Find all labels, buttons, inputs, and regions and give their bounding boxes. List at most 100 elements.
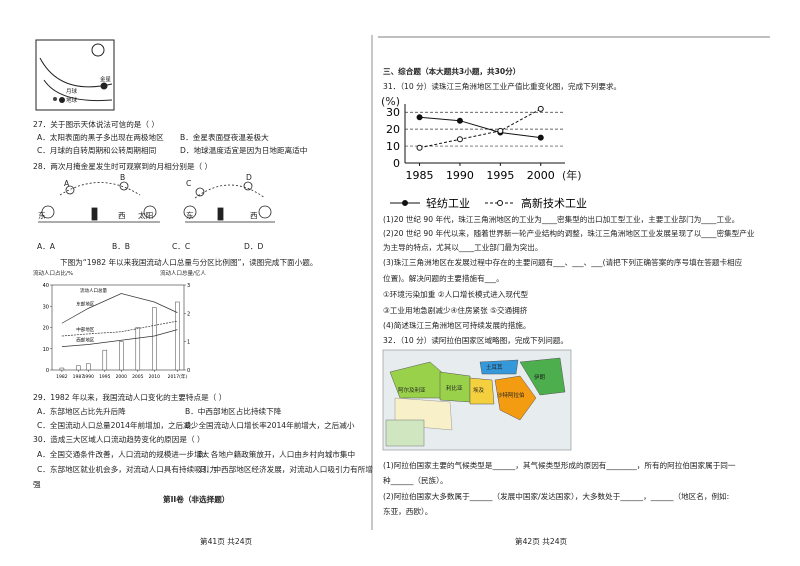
bar [135,327,141,371]
orbit-figure [35,39,115,111]
x-tick-label: 1995 [99,374,111,380]
y2-tick-label: 0 [187,368,190,374]
legend-marker [497,200,503,206]
x-tick-label: 1990 [446,169,474,182]
axis-title: (%) [381,95,401,108]
question-text: 为主导的特点，尤其以____工业部门最为突出。 [383,243,543,252]
y-tick-label: 30 [43,304,49,310]
option: C．C [172,242,191,251]
series-line [419,108,541,149]
plot-frame [51,284,185,371]
map-label: 沙特阿拉伯 [497,393,525,399]
option: C．月球的自转周期和公转周期相同 [37,146,157,155]
axis-title: (年) [562,169,582,182]
figure-label: 金星 [100,77,112,83]
question-text: (3)珠江三角洲地区在发展过程中存在的主要问题有___、___、___(请把下列… [383,258,743,267]
point [416,114,423,121]
question-text: 东亚，西欧）。 [383,507,433,516]
option: A．A [37,242,55,251]
y-tick-label: 0 [46,368,49,374]
option: B．中西部地区占比持续下降 [185,407,282,416]
question-stem: 30．造成三大区域人口流动趋势变化的原因是（ ） [33,435,205,444]
section-title: 第II卷（非选择题） [163,495,230,504]
series-label: 西部地区 [76,337,94,344]
option: A．太阳表面的黑子多出现在两极地区 [37,133,164,142]
point [416,144,423,151]
x-tick-label: 2000 [116,374,128,380]
series-line [61,320,178,337]
point [537,105,544,112]
option: C．东部地区就业机会多，对流动人口具有持续吸引力 [37,465,217,474]
question-stem: 32．（10 分）读阿拉伯国家区域略图，完成下列问题。 [383,336,568,345]
x-tick-label: 1995 [486,169,514,182]
figure-label: 太阳 [138,211,154,220]
question-stem: 28．两次月掩金星发生时可观察到的月相分别是（ ） [33,162,213,171]
figure-label: 西 [118,211,126,220]
question-stem: 27．关于图示天体说法可信的是（ ） [33,120,159,129]
x-tick-label: 2010 [149,374,161,380]
option: C．全国流动人口总量2014年前增加，之后减少 [37,421,199,430]
instruction: 下图为“1982 年以来我国流动人口总量与分区比例图”，读图完成下面小题。 [60,258,318,267]
option: B．金星表面昼夜温差极大 [180,133,269,142]
point [456,136,463,143]
figure-label: A [64,179,70,188]
y-tick-label: 30 [386,106,400,119]
figure-label: 东 [186,211,194,220]
series-label: 东部地区 [76,300,94,307]
x-tick-label: 2000 [527,169,555,182]
axis-title: 流动人口总量/亿人 [160,271,206,277]
y-tick-label: 20 [43,326,49,332]
arab-map [382,349,572,451]
map-label: 伊朗 [534,375,546,381]
section-title: 三、综合题（本大题共3小题，共30分） [383,67,521,76]
map-label: 埃及 [473,388,485,394]
y2-tick-label: 2 [187,311,190,317]
bar [59,367,65,371]
figure-label: B [120,173,126,182]
point [456,117,463,124]
x-tick-label: 1982 [56,374,68,380]
option: B．B [112,242,131,251]
series-line [61,293,178,324]
bar [102,349,108,371]
option: D．地球温度适宜是因为日地距离适中 [180,146,308,155]
figure-label: 西 [250,211,258,220]
question-text: (2)阿拉伯国家大多数属于______（发展中国家/发达国家），大多数处于___… [383,492,730,501]
bar [119,341,124,371]
x-tick-label: 1987 [73,374,85,380]
point [537,134,544,141]
option: 强 [33,480,41,489]
question-text: (4)简述珠江三角洲地区可持续发展的措施。 [383,321,531,330]
map-label: 土耳其 [486,365,503,371]
figure-label: 地球 [66,98,78,104]
y-tick-label: 10 [386,140,400,153]
series-line [61,329,178,347]
question-text: ③工业用地急剧减少④住房紧张 ⑤交通拥挤 [383,306,528,315]
point [497,127,504,134]
option: D．全国流动人口增长率2014年前增大，之后减小 [185,421,355,430]
figure-label: D [246,173,252,182]
legend-label: 高新技术工业 [521,196,587,210]
y-tick-label: 20 [386,123,400,136]
axis-title: 流动人口占比/% [33,271,74,277]
question-text: 位置)。解决问题的主要措施有___。 [383,274,504,283]
legend-label: 轻纺工业 [426,196,470,210]
y-tick-label: 10 [43,347,49,353]
question-text: ①环境污染加重 ②人口增长模式进入现代型 [383,290,529,299]
option: B．各地户籍政策放开，人口由乡村向城市集中 [198,450,356,459]
option: A．全国交通条件改善，人口流动的规模进一步增大 [37,450,210,459]
question-text: (1)20 世纪 90 年代，珠江三角洲地区的工业为____密集型的出口加工型工… [383,215,740,224]
option: D．D [244,242,264,251]
series-label: 中部地区 [76,326,94,333]
x-tick-label: 2017(年) [168,373,188,380]
legend-marker [402,200,408,206]
y-tick-label: 0 [393,157,400,170]
question-stem: 31．（10 分）读珠江三角洲地区工业产值比重变化图，完成下列要求。 [383,82,622,91]
y-tick-label: 40 [43,283,49,289]
moon-phase-figure [38,181,275,223]
question-text: (2)20 世纪 90 年代以来，随着世界新一轮产业结构的调整，珠江三角洲地区工… [383,229,755,238]
x-tick-label: 1990 [83,374,95,380]
page-footer: 第41页 共24页 [200,537,253,546]
bar [86,363,91,371]
question-stem: 29．1982 年以来，我国流动人口变化的主要特点是（ ） [33,393,227,402]
